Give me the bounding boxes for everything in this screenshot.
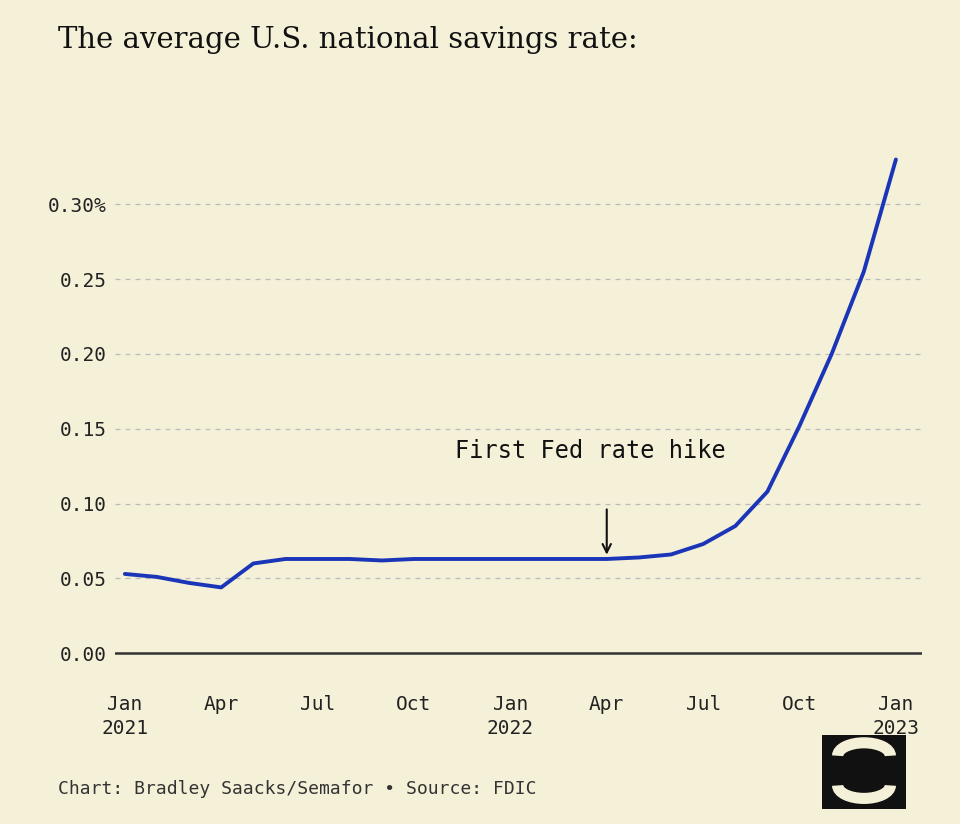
Text: Apr: Apr <box>589 695 624 714</box>
Bar <box>822 735 906 809</box>
Text: Jan: Jan <box>108 695 142 714</box>
Text: Oct: Oct <box>781 695 817 714</box>
Text: Jan: Jan <box>492 695 528 714</box>
Text: Chart: Bradley Saacks/Semafor • Source: FDIC: Chart: Bradley Saacks/Semafor • Source: … <box>58 780 536 798</box>
Text: 2021: 2021 <box>102 719 149 738</box>
Text: 2022: 2022 <box>487 719 534 738</box>
Text: Oct: Oct <box>396 695 432 714</box>
Text: The average U.S. national savings rate:: The average U.S. national savings rate: <box>58 26 637 54</box>
Text: 2023: 2023 <box>873 719 920 738</box>
Text: Apr: Apr <box>204 695 239 714</box>
Text: Jan: Jan <box>878 695 914 714</box>
Text: First Fed rate hike: First Fed rate hike <box>455 439 726 463</box>
Text: Jul: Jul <box>300 695 335 714</box>
Text: Jul: Jul <box>685 695 721 714</box>
